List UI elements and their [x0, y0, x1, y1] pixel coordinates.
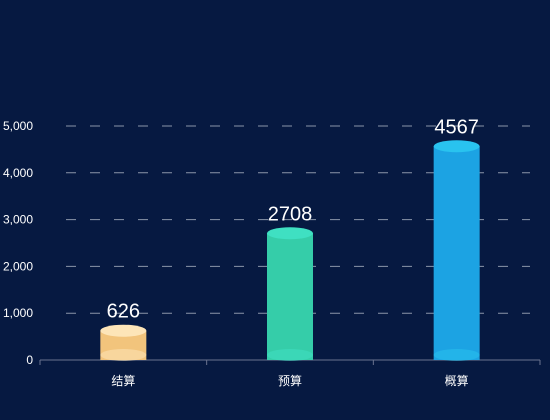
y-tick-label-4000: 4,000: [3, 166, 33, 180]
y-tick-label-5000: 5,000: [3, 119, 33, 133]
x-category-label-1: 结算: [111, 373, 135, 388]
data-label-1: 626: [107, 301, 140, 323]
x-category-label-2: 预算: [278, 373, 302, 388]
bar-2: [267, 227, 313, 361]
y-tick-label-3000: 3,000: [3, 213, 33, 227]
bar-cap-1: [100, 324, 147, 337]
label-layer: 626 结算 2708 预算 4567 概算: [107, 116, 479, 388]
y-tick-label-2000: 2,000: [3, 259, 33, 273]
y-tick-label-0: 0: [26, 353, 33, 367]
bar-layer: [100, 140, 480, 361]
bar-3: [433, 140, 480, 361]
bar-1: [100, 324, 147, 361]
y-tick-label-1000: 1,000: [3, 306, 33, 320]
bar-cap-3: [433, 140, 480, 153]
bar-body-3: [433, 146, 480, 360]
bar-base-1: [100, 349, 147, 361]
bar-base-2: [267, 349, 313, 361]
bar-base-3: [433, 349, 480, 361]
data-label-2: 2708: [268, 203, 313, 225]
data-label-3: 4567: [434, 116, 479, 138]
x-category-label-3: 概算: [445, 373, 469, 388]
bar-body-2: [267, 233, 313, 360]
bar-cap-2: [267, 227, 313, 240]
